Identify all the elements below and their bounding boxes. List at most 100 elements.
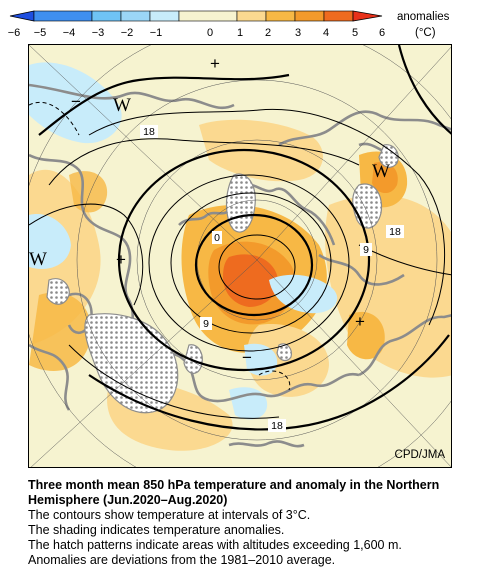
contour-dashed bbox=[258, 370, 291, 391]
colorbar-bin bbox=[120, 10, 151, 22]
anomaly-sign-marks: + + + − − bbox=[71, 54, 365, 367]
caption-line: The hatch patterns indicate areas with a… bbox=[28, 538, 402, 552]
contour-label: 9 bbox=[363, 244, 369, 256]
temperature-contours bbox=[29, 45, 451, 431]
central-asia-highland bbox=[46, 278, 70, 305]
warm-center-label: W bbox=[372, 161, 390, 182]
coastline bbox=[29, 343, 71, 411]
meridian bbox=[30, 259, 258, 467]
contour bbox=[48, 138, 360, 186]
colorbar-bin bbox=[294, 10, 325, 22]
contour-label: 18 bbox=[271, 420, 283, 432]
tick-label: −3 bbox=[92, 27, 105, 39]
tick-label: 2 bbox=[265, 27, 271, 39]
caption-title: Three month mean 850 hPa temperature and… bbox=[28, 478, 440, 507]
caption-line: The contours show temperature at interva… bbox=[28, 508, 311, 522]
colorbar-bin bbox=[33, 10, 93, 22]
plus-mark: + bbox=[116, 250, 126, 269]
warm-center-label: W bbox=[113, 95, 131, 116]
label-box bbox=[212, 231, 222, 244]
plus-mark: + bbox=[210, 54, 220, 73]
contour bbox=[29, 203, 144, 306]
contour bbox=[68, 344, 280, 419]
contour bbox=[148, 174, 350, 352]
coastline bbox=[318, 253, 405, 286]
negative-anomaly-areas bbox=[29, 62, 338, 420]
cool-area-northwest bbox=[29, 62, 122, 144]
anomaly-colorbar: −6 −5 −4 −3 −2 −1 0 1 2 3 4 5 6 anomalie… bbox=[8, 10, 450, 39]
alaska-highland bbox=[378, 144, 399, 168]
tick-label: 1 bbox=[237, 27, 243, 39]
label-box bbox=[200, 317, 212, 330]
map-credit: CPD/JMA bbox=[394, 449, 445, 461]
colorbar-ticks: −6 −5 −4 −3 −2 −1 0 1 2 3 4 5 6 bbox=[8, 27, 385, 39]
coastline bbox=[208, 372, 360, 403]
warm-center-markers: W W W bbox=[29, 95, 390, 270]
colorbar-arrow-left bbox=[9, 10, 35, 22]
figure-caption: Three month mean 850 hPa temperature and… bbox=[28, 478, 468, 568]
plus-mark: + bbox=[355, 312, 365, 331]
contour-label: 9 bbox=[203, 318, 209, 330]
cool-area-west bbox=[29, 214, 71, 269]
tick-label: 0 bbox=[207, 27, 213, 39]
contour bbox=[170, 192, 332, 334]
iran-highland bbox=[183, 344, 203, 374]
warm-center-label: W bbox=[29, 249, 47, 270]
tick-label: −5 bbox=[34, 27, 47, 39]
graticule bbox=[29, 45, 451, 467]
coastline bbox=[228, 440, 305, 448]
meridian bbox=[256, 259, 451, 467]
greenland-highland bbox=[225, 173, 256, 233]
colorbar-bin bbox=[236, 10, 267, 22]
legend-label: anomalies bbox=[397, 11, 450, 23]
tick-label: 4 bbox=[323, 27, 329, 39]
contour bbox=[218, 234, 296, 300]
minus-mark: − bbox=[242, 348, 252, 367]
label-box bbox=[140, 125, 158, 138]
tick-label: −4 bbox=[63, 27, 76, 39]
latitude-circle bbox=[136, 139, 378, 381]
contour-thick bbox=[117, 148, 371, 372]
colorbar-bin bbox=[265, 10, 296, 22]
tick-label: 5 bbox=[352, 27, 358, 39]
contour-label: 18 bbox=[389, 226, 401, 238]
contour-thick bbox=[397, 45, 451, 135]
label-box bbox=[386, 225, 404, 238]
legend-unit: (°C) bbox=[415, 27, 436, 39]
contour bbox=[88, 108, 446, 326]
colorbar-bin bbox=[178, 10, 238, 22]
caption-line: The shading indicates temperature anomal… bbox=[28, 523, 285, 537]
map-canvas: 18 0 9 18 9 18 W W W + + + − − bbox=[29, 45, 451, 467]
colorbar-bin bbox=[91, 10, 122, 22]
label-box bbox=[360, 243, 372, 256]
contour-label: 0 bbox=[214, 232, 220, 244]
caption-line: Anomalies are deviations from the 1981–2… bbox=[28, 553, 336, 567]
contour-thick bbox=[88, 334, 450, 431]
contour-thick bbox=[38, 73, 290, 136]
latitude-circle bbox=[76, 79, 438, 441]
contour-dashed bbox=[29, 101, 80, 136]
tick-label: −6 bbox=[8, 27, 21, 39]
colorbar-arrow-right bbox=[352, 10, 383, 22]
coastline bbox=[29, 153, 132, 301]
coastline bbox=[278, 110, 451, 147]
contour-label: 18 bbox=[143, 126, 155, 138]
cool-area-greenland-sea bbox=[269, 274, 338, 314]
tick-label: −2 bbox=[121, 27, 134, 39]
warm-area-japan bbox=[347, 311, 385, 360]
colorbar-bin bbox=[149, 10, 180, 22]
coastline bbox=[29, 83, 235, 110]
warm-area-east-siberia-core bbox=[372, 162, 398, 194]
label-box bbox=[268, 419, 286, 432]
contour-labels: 18 0 9 18 9 18 bbox=[140, 125, 404, 432]
colorbar-bin bbox=[323, 10, 354, 22]
tick-label: 3 bbox=[295, 27, 301, 39]
contour-thick bbox=[194, 213, 314, 317]
coastline bbox=[238, 182, 336, 246]
coastline bbox=[358, 314, 451, 377]
tick-label: −1 bbox=[150, 27, 163, 39]
polar-map: 18 0 9 18 9 18 W W W + + + − − CPD/JMA bbox=[28, 44, 452, 468]
tick-label: 6 bbox=[379, 27, 385, 39]
minus-mark: − bbox=[71, 92, 81, 111]
meridian bbox=[256, 46, 451, 261]
